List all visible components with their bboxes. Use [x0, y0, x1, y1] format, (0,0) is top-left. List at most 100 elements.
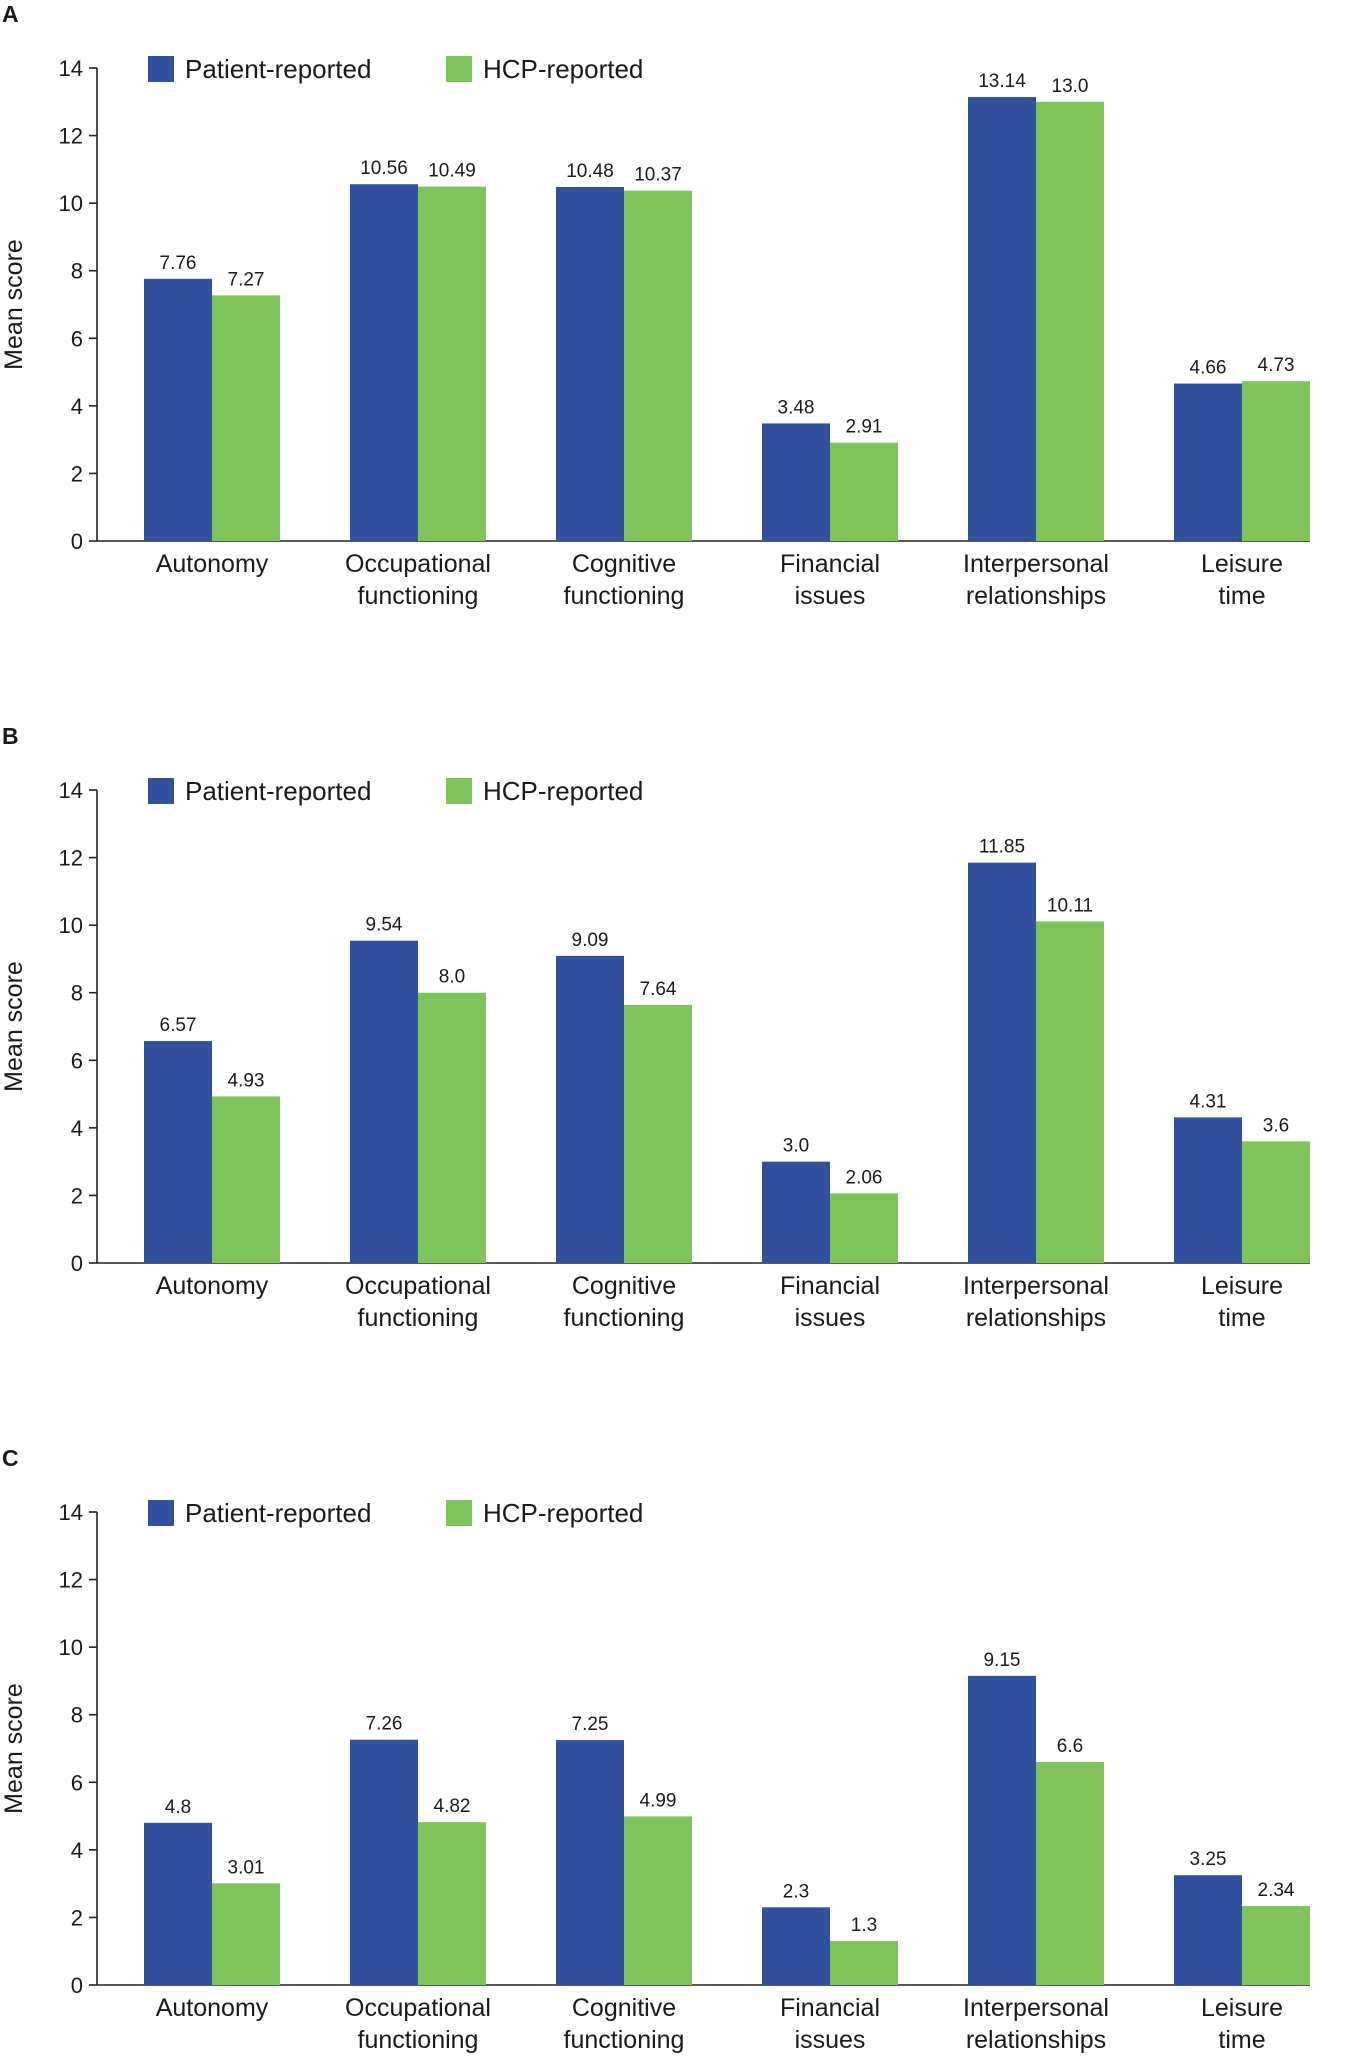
y-tick-label: 8 [71, 1703, 83, 1728]
y-tick-label: 4 [71, 394, 83, 419]
y-tick-label: 6 [71, 1048, 83, 1073]
x-category-label: issues [795, 2026, 866, 2054]
y-tick-label: 14 [59, 1500, 83, 1525]
x-category-label: Leisure [1201, 1994, 1283, 2022]
y-tick-label: 0 [71, 1251, 83, 1276]
x-category-label: issues [795, 582, 866, 610]
bar-patient [144, 1041, 212, 1263]
y-tick-label: 8 [71, 981, 83, 1006]
x-category-label: Occupational [345, 1994, 491, 2022]
bar-hcp [418, 186, 486, 541]
bar-hcp [212, 1883, 280, 1985]
bar-patient [1174, 383, 1242, 541]
bar-patient [350, 1739, 418, 1985]
bar-hcp [1242, 1905, 1310, 1985]
x-category-label: functioning [564, 1304, 685, 1332]
legend-label-hcp: HCP-reported [483, 1498, 643, 1528]
y-tick-label: 10 [59, 1635, 83, 1660]
y-tick-label: 12 [59, 124, 83, 149]
bar-patient [556, 186, 624, 541]
y-tick-label: 0 [71, 1973, 83, 1998]
bar-hcp [830, 1941, 898, 1985]
x-category-label: functioning [564, 2026, 685, 2054]
x-category-label: Autonomy [156, 550, 269, 578]
bar-hcp [1036, 921, 1104, 1263]
bar-patient [762, 423, 830, 541]
data-label-hcp: 10.49 [428, 161, 476, 182]
bar-patient [1174, 1117, 1242, 1263]
bar-hcp [624, 1816, 692, 1985]
data-label-hcp: 8.0 [439, 967, 465, 988]
data-label-hcp: 4.82 [434, 1796, 471, 1817]
data-label-patient: 4.31 [1190, 1091, 1227, 1112]
data-label-hcp: 3.6 [1263, 1115, 1289, 1136]
bar-hcp [1242, 1141, 1310, 1263]
data-label-hcp: 4.73 [1258, 355, 1295, 376]
y-axis-label: Mean score [0, 961, 28, 1092]
x-category-label: time [1218, 2026, 1265, 2054]
panel-label: C [2, 1445, 19, 1471]
x-category-label: functioning [358, 582, 479, 610]
data-label-patient: 4.66 [1190, 358, 1227, 379]
x-category-label: Autonomy [156, 1994, 269, 2022]
bar-patient [556, 1740, 624, 1985]
legend-swatch-hcp [446, 56, 472, 82]
data-label-hcp: 7.64 [640, 979, 677, 1000]
legend-swatch-patient [148, 1500, 174, 1526]
legend-label-patient: Patient-reported [185, 776, 371, 806]
y-tick-label: 6 [71, 326, 83, 351]
panel-label: A [2, 1, 19, 27]
y-tick-label: 2 [71, 1183, 83, 1208]
bar-hcp [830, 1193, 898, 1263]
bar-patient [350, 940, 418, 1263]
panel-c: C Mean score 0 2 4 6 8 10 12 14 Patient-reported HC… [0, 1445, 1310, 2054]
bar-patient [762, 1161, 830, 1263]
legend-swatch-patient [148, 56, 174, 82]
data-label-patient: 4.8 [165, 1797, 191, 1818]
panel-label: B [2, 723, 19, 749]
legend-label-patient: Patient-reported [185, 1498, 371, 1528]
y-tick-label: 14 [59, 778, 83, 803]
data-label-patient: 7.25 [572, 1714, 609, 1735]
bar-hcp [624, 1004, 692, 1263]
y-tick-label: 12 [59, 1568, 83, 1593]
bar-hcp [1036, 1762, 1104, 1985]
y-tick-label: 4 [71, 1116, 83, 1141]
bar-patient [968, 1675, 1036, 1985]
data-label-patient: 10.48 [566, 161, 614, 182]
y-tick-label: 14 [59, 56, 83, 81]
x-category-label: Interpersonal [963, 550, 1109, 578]
x-category-label: Financial [780, 1994, 880, 2022]
data-label-patient: 13.14 [978, 71, 1026, 92]
x-category-label: issues [795, 1304, 866, 1332]
data-label-hcp: 13.0 [1052, 76, 1089, 97]
bar-hcp [418, 1822, 486, 1985]
bar-patient [1174, 1875, 1242, 1985]
data-label-hcp: 10.37 [634, 165, 682, 186]
x-category-label: Occupational [345, 1272, 491, 1300]
data-label-hcp: 2.34 [1258, 1880, 1295, 1901]
y-tick-label: 12 [59, 846, 83, 871]
legend-swatch-hcp [446, 1500, 472, 1526]
data-label-patient: 10.56 [360, 158, 408, 179]
data-label-patient: 9.09 [572, 930, 609, 951]
panel-a: A Mean score 0 2 4 6 8 10 12 14 Patient-reported HC… [0, 1, 1310, 610]
data-label-hcp: 7.27 [228, 269, 265, 290]
bar-patient [144, 1822, 212, 1985]
y-tick-label: 2 [71, 1905, 83, 1930]
x-category-label: Leisure [1201, 550, 1283, 578]
data-label-patient: 3.25 [1190, 1849, 1227, 1870]
y-tick-label: 10 [59, 913, 83, 938]
data-label-hcp: 2.91 [846, 417, 883, 438]
y-axis-label: Mean score [0, 1683, 28, 1814]
bar-patient [968, 862, 1036, 1263]
legend-label-hcp: HCP-reported [483, 776, 643, 806]
bar-patient [556, 955, 624, 1263]
data-label-patient: 9.15 [984, 1650, 1021, 1671]
data-label-hcp: 3.01 [228, 1857, 265, 1878]
x-category-label: Autonomy [156, 1272, 269, 1300]
data-label-patient: 3.48 [778, 397, 815, 418]
legend-label-patient: Patient-reported [185, 54, 371, 84]
data-label-hcp: 10.11 [1047, 895, 1093, 916]
